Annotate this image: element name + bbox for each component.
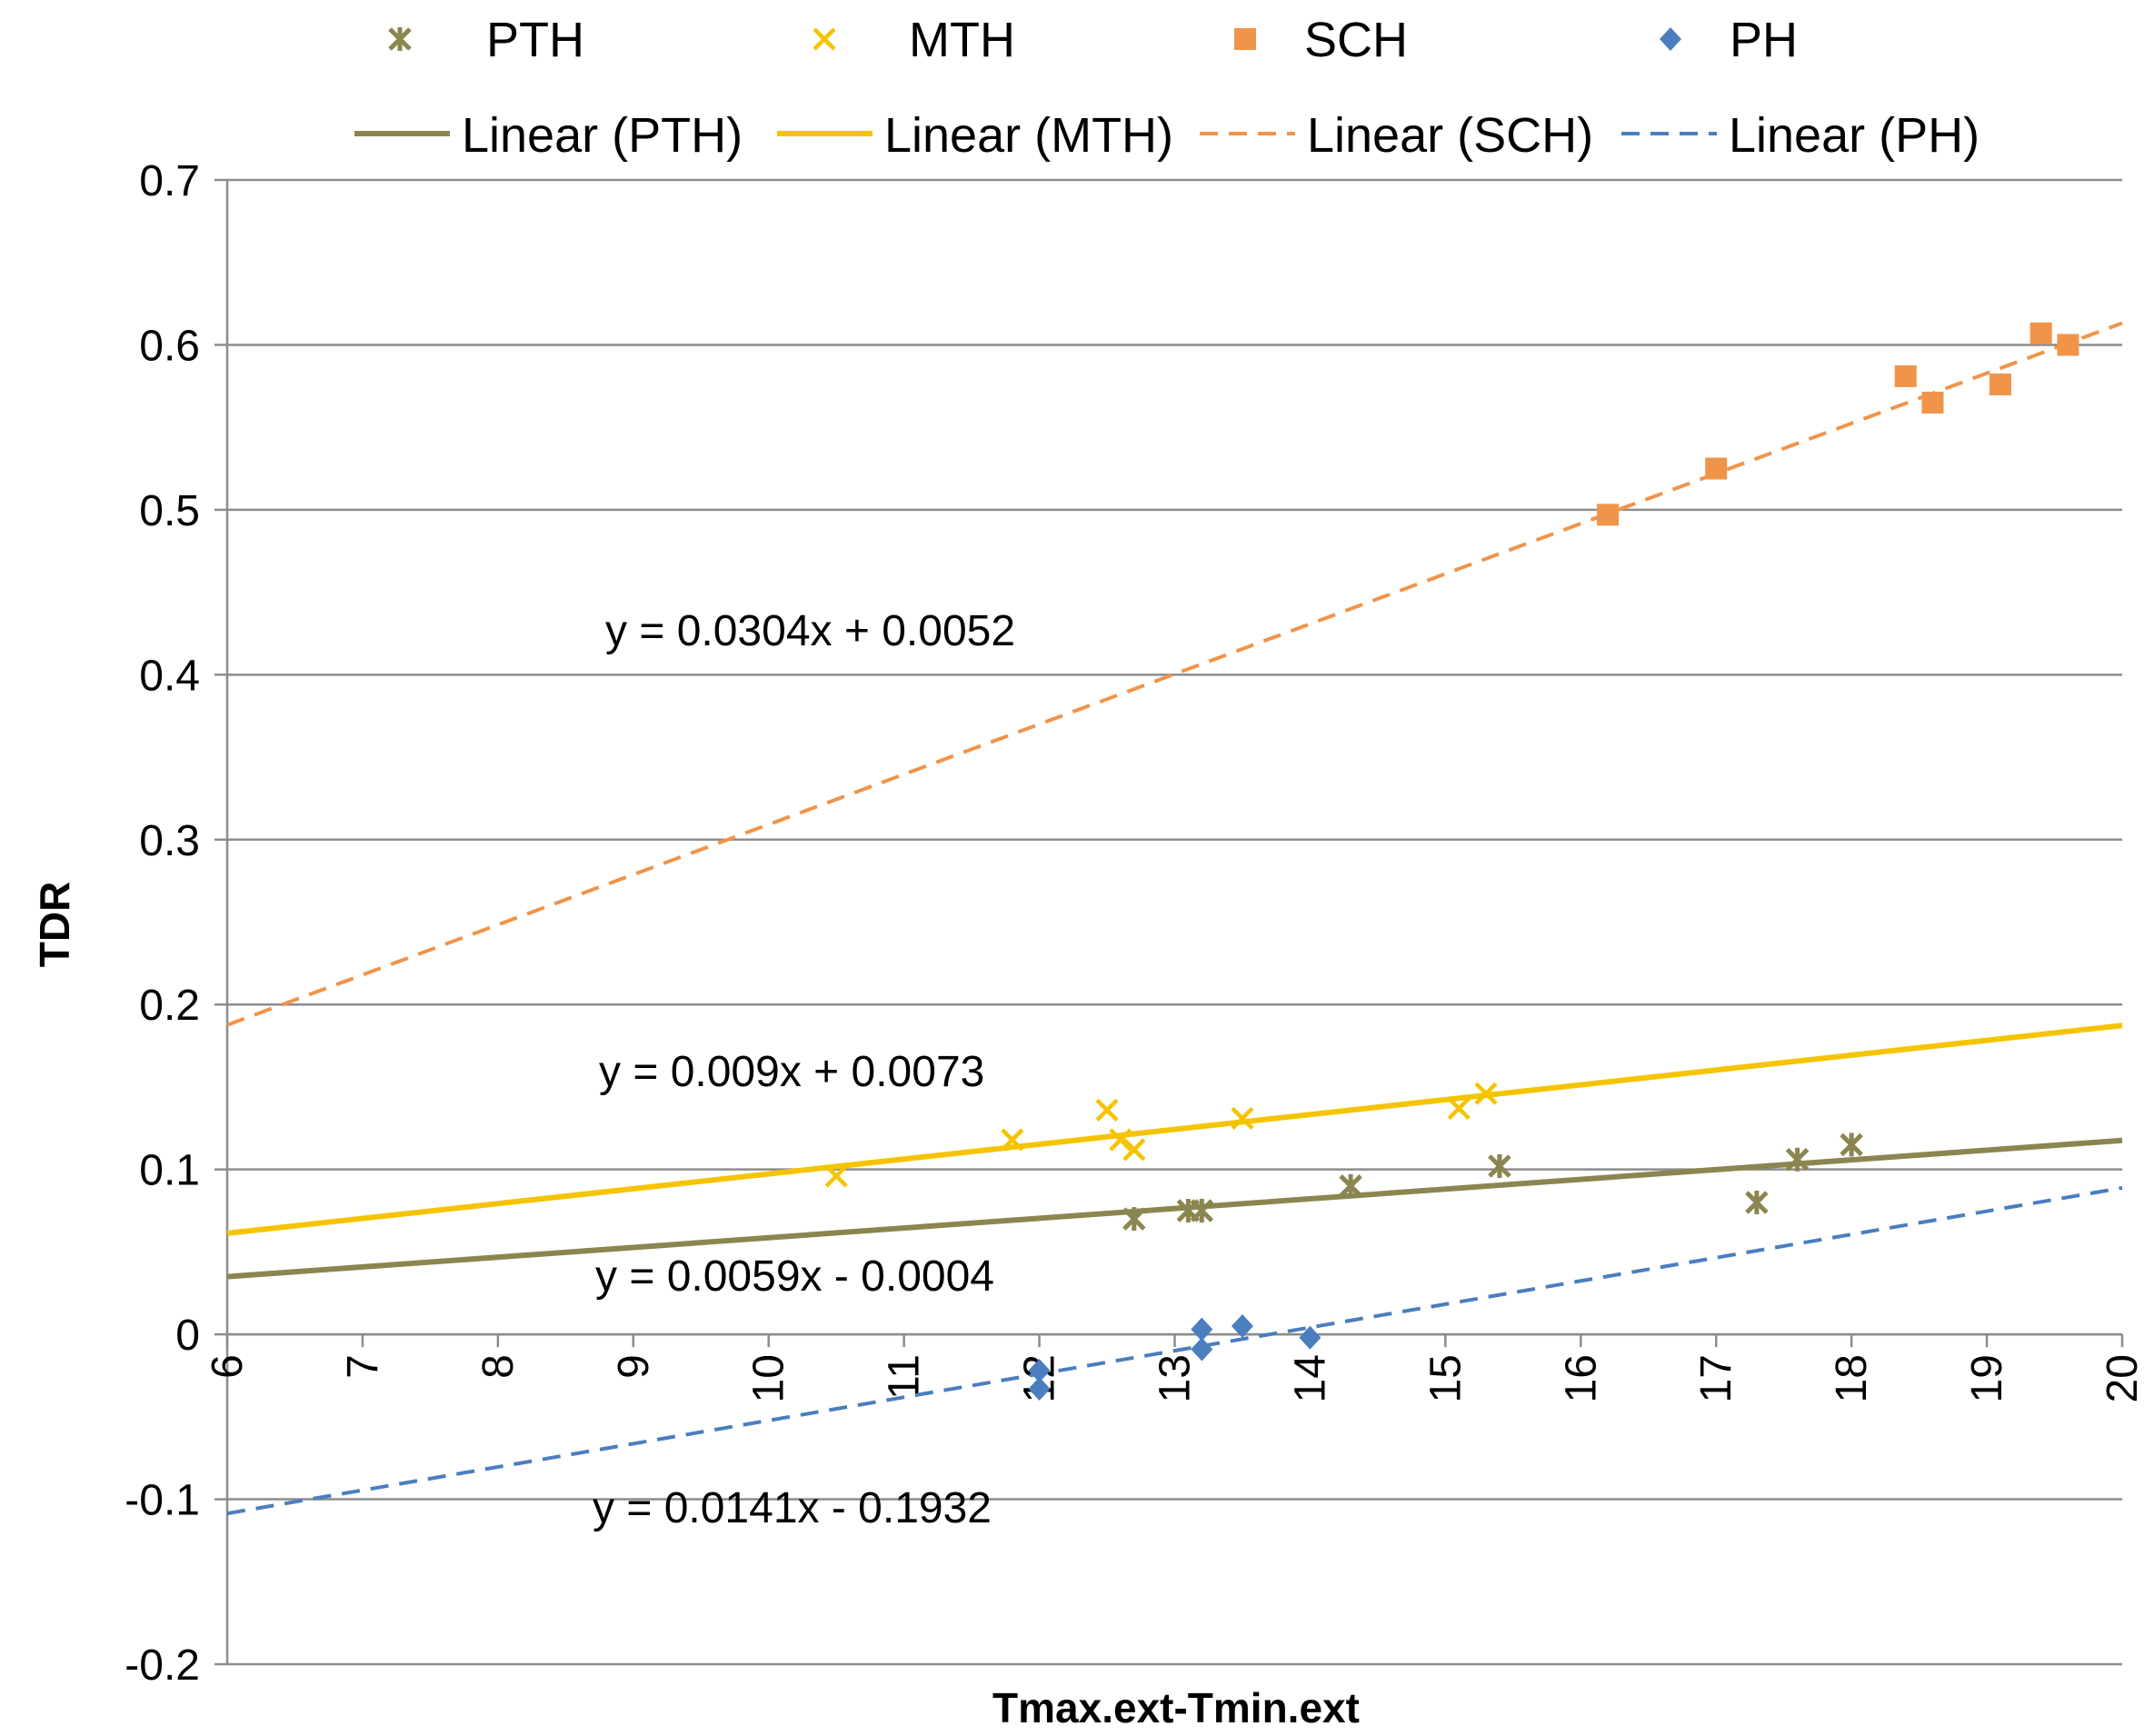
x-tick-label: 15: [1421, 1354, 1470, 1402]
legend-label-ph: PH: [1730, 13, 1798, 67]
point-pth: [1785, 1147, 1810, 1172]
equation-labels: y = 0.0059x - 0.0004 y = 0.009x + 0.0073 y…: [593, 607, 1015, 1532]
point-mth: [1122, 1138, 1146, 1162]
equation-mth: y = 0.009x + 0.0073: [599, 1048, 984, 1096]
legend-trend-label-sch: Linear (SCH): [1307, 108, 1593, 163]
y-tick-label: -0.2: [125, 1641, 200, 1690]
point-ph: [1028, 1376, 1051, 1401]
point-ph: [1191, 1337, 1213, 1362]
legend-label-mth: MTH: [909, 13, 1015, 67]
point-sch: [1894, 364, 1917, 387]
point-mth: [1109, 1128, 1132, 1152]
point-sch: [1705, 457, 1728, 480]
y-axis-title: TDR: [31, 882, 78, 968]
x-tick-label: 14: [1286, 1354, 1334, 1402]
y-tick-label: -0.1: [125, 1477, 200, 1525]
y-tick-label: 0.2: [139, 982, 200, 1030]
legend-marker-ph: [1660, 27, 1681, 51]
x-tick-label: 7: [339, 1354, 387, 1379]
point-pth: [1840, 1132, 1863, 1157]
y-tick-label: 0.7: [139, 157, 200, 205]
x-tick-label: 17: [1692, 1354, 1740, 1402]
point-ph: [1028, 1359, 1051, 1383]
point-sch: [1921, 391, 1944, 414]
equation-ph: y = 0.0141x - 0.1932: [593, 1484, 992, 1532]
legend-marker-pth: [388, 27, 412, 51]
x-tick-label: 20: [2099, 1354, 2147, 1402]
x-axis-title: Tmax.ext-Tmin.ext: [992, 1684, 1360, 1731]
legend-trend-label-ph: Linear (PH): [1729, 108, 1979, 163]
point-pth: [1122, 1207, 1146, 1232]
point-mth: [1095, 1098, 1119, 1122]
x-tick-label: 13: [1152, 1354, 1200, 1402]
x-tick-label: 18: [1828, 1354, 1876, 1402]
point-pth: [1190, 1199, 1214, 1223]
x-tick-label: 11: [881, 1354, 929, 1400]
point-sch: [1597, 504, 1620, 526]
y-tick-label: 0.6: [139, 322, 200, 370]
point-pth: [1488, 1154, 1511, 1179]
legend: PTH MTH SCH PH Linear (PTH) Linear (MTH) Linea…: [354, 13, 1979, 163]
x-tick-label: 10: [745, 1354, 793, 1402]
point-mth: [1447, 1096, 1471, 1121]
legend-marker-mth: [813, 27, 836, 51]
x-tick-label: 8: [474, 1354, 523, 1379]
point-pth: [1339, 1173, 1362, 1198]
point-mth: [1001, 1128, 1024, 1152]
axes: -0.2-0.100.10.20.30.40.50.60.76789101112…: [125, 157, 2147, 1690]
point-ph: [1231, 1314, 1253, 1339]
trend-lines: [226, 321, 2123, 1516]
legend-trend-label-mth: Linear (MTH): [884, 108, 1173, 163]
point-sch: [1989, 373, 2011, 395]
y-tick-label: 0.4: [139, 652, 200, 700]
trendline-ph: [226, 1186, 2123, 1516]
point-sch: [2029, 322, 2052, 344]
point-ph: [1299, 1325, 1321, 1350]
y-tick-label: 0.3: [139, 817, 200, 865]
y-tick-label: 0.1: [139, 1147, 200, 1195]
y-tick-label: 0.5: [139, 487, 200, 535]
x-tick-label: 19: [1963, 1354, 2011, 1402]
equation-sch: y = 0.0304x + 0.0052: [605, 607, 1015, 655]
x-tick-label: 6: [204, 1354, 252, 1379]
point-ph: [1191, 1317, 1213, 1342]
point-mth: [1474, 1082, 1498, 1105]
legend-marker-sch: [1234, 28, 1256, 50]
trendline-mth: [226, 1023, 2123, 1236]
x-tick-label: 9: [610, 1354, 658, 1379]
trendline-pth: [226, 1137, 2123, 1280]
x-tick-label: 16: [1557, 1354, 1605, 1402]
equation-pth: y = 0.0059x - 0.0004: [595, 1252, 994, 1301]
data-points: [824, 322, 2079, 1401]
point-mth: [824, 1164, 848, 1188]
point-pth: [1745, 1190, 1769, 1214]
y-tick-label: 0: [175, 1312, 200, 1360]
legend-trend-label-pth: Linear (PTH): [462, 108, 743, 163]
point-mth: [1231, 1106, 1254, 1131]
point-sch: [2057, 334, 2079, 356]
legend-label-sch: SCH: [1304, 13, 1408, 67]
trendline-sch: [226, 321, 2123, 1027]
legend-label-pth: PTH: [486, 13, 584, 67]
grid-lines: [227, 178, 2122, 1666]
